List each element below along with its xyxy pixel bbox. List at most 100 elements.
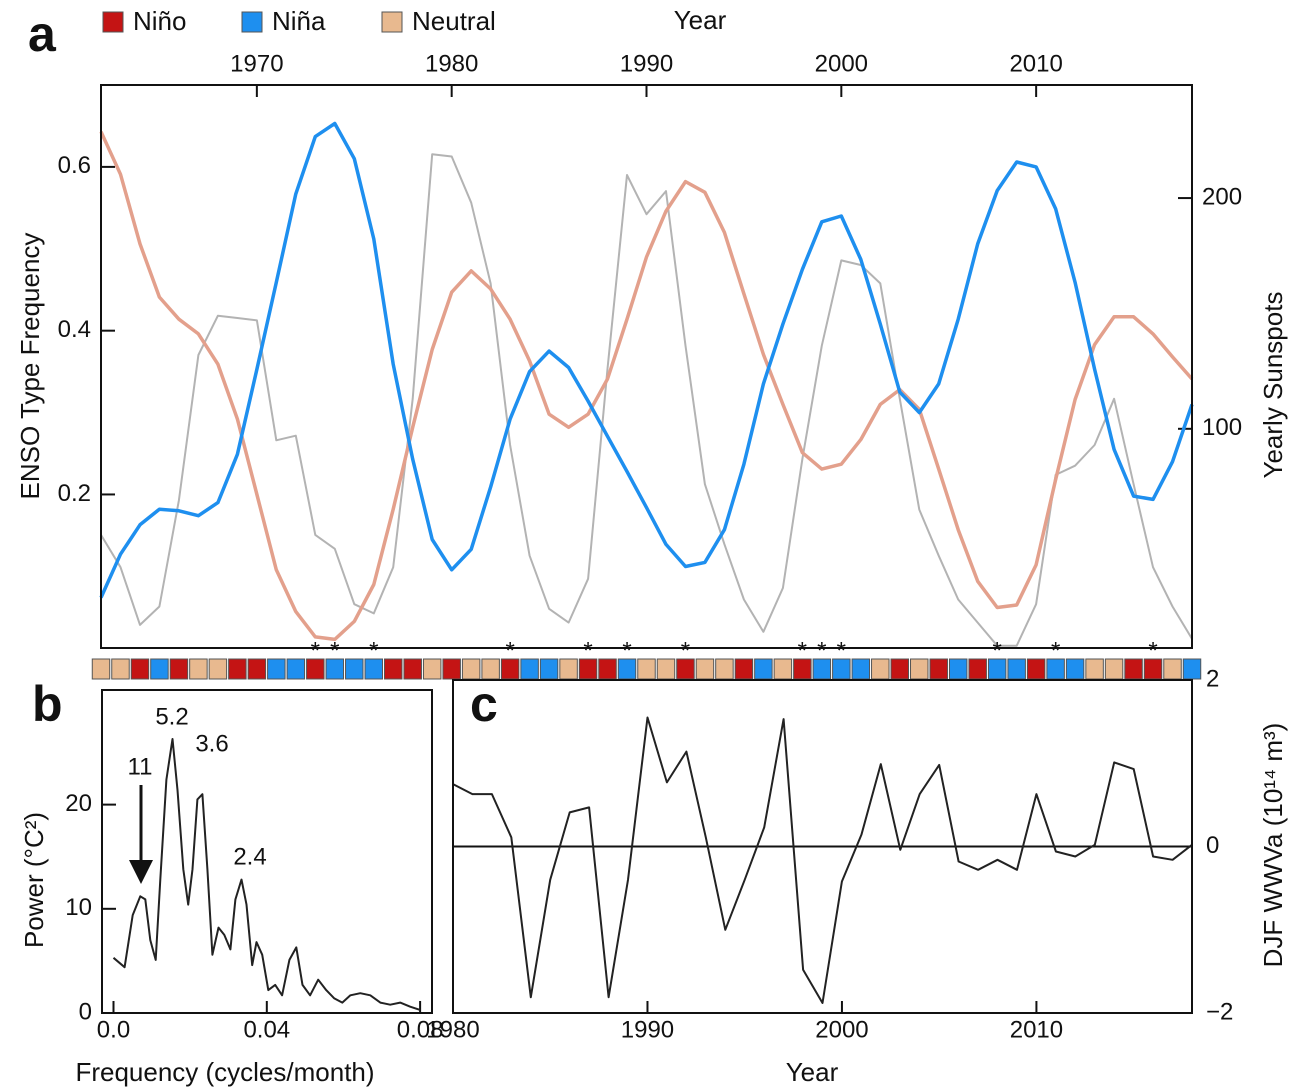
y-tick-label: 10	[65, 894, 92, 921]
legend-label: Niña	[272, 6, 326, 36]
enso-type-box	[130, 658, 150, 680]
enso-type-box	[169, 658, 189, 680]
y-tick-label: 2	[1206, 665, 1219, 692]
asterisk: *	[837, 637, 846, 664]
y-axis-label: DJF WWVa (10¹⁴ m³)	[1258, 723, 1288, 968]
x-tick-label: 2010	[1010, 1016, 1063, 1043]
plot-frame	[100, 84, 1193, 649]
plot-frame	[101, 689, 433, 1014]
enso-type-box	[968, 658, 987, 680]
x-tick-label: 1970	[230, 50, 283, 77]
x-tick-label: 2000	[815, 50, 868, 77]
plot-frame	[452, 679, 1193, 1014]
y-tick-label: 0.6	[58, 152, 91, 179]
enso-type-box	[403, 658, 422, 680]
x-tick-label: 2010	[1009, 50, 1062, 77]
enso-type-box	[325, 658, 345, 680]
enso-type-box	[228, 658, 247, 680]
data-line	[99, 121, 1194, 599]
legend-swatch	[381, 11, 403, 33]
data-line	[100, 153, 1193, 647]
asterisk: *	[330, 637, 339, 664]
x-tick-label: 2000	[815, 1016, 868, 1043]
enso-type-box	[520, 658, 539, 680]
data-line	[112, 738, 421, 1011]
x-axis-label: Year	[786, 1057, 839, 1087]
legend-swatch	[102, 11, 124, 33]
y-tick-label: 0	[1206, 832, 1219, 859]
enso-type-box	[871, 658, 890, 680]
y-tick-label: 20	[65, 790, 92, 817]
enso-type-box	[481, 658, 500, 680]
panel-letter: b	[32, 676, 63, 732]
legend-label: Niño	[133, 6, 186, 36]
data-line	[452, 716, 1193, 1004]
enso-type-box	[1007, 658, 1026, 680]
data-line	[99, 130, 1194, 642]
enso-type-box	[929, 658, 948, 680]
x-tick-label: 1980	[426, 1016, 479, 1043]
x-axis-label: Frequency (cycles/month)	[75, 1057, 374, 1087]
panel-letter: c	[470, 676, 498, 732]
enso-type-box	[637, 658, 656, 680]
enso-type-box	[111, 658, 130, 680]
enso-type-box	[442, 658, 461, 680]
asterisk: *	[311, 637, 320, 664]
x-tick-label: 1990	[621, 1016, 674, 1043]
y-tick-label: 0.2	[58, 480, 91, 507]
legend-label: Neutral	[412, 6, 496, 36]
enso-type-box	[422, 658, 442, 680]
enso-type-box	[383, 658, 403, 680]
legend-swatch	[241, 11, 263, 33]
enso-type-box	[267, 658, 286, 680]
y-axis-label: ENSO Type Frequency	[15, 233, 45, 500]
enso-type-box	[559, 658, 578, 680]
enso-type-box	[208, 658, 228, 680]
enso-type-box	[695, 658, 715, 680]
x-tick-label: 0.08	[397, 1016, 444, 1043]
enso-type-box	[948, 658, 968, 680]
enso-type-box	[91, 658, 111, 680]
enso-type-box	[715, 658, 734, 680]
panel-letter: a	[28, 6, 57, 62]
annotation: 11	[128, 753, 153, 780]
enso-type-box	[461, 658, 481, 680]
enso-type-box	[773, 658, 793, 680]
asterisk: *	[505, 637, 514, 664]
enso-type-box	[189, 658, 208, 680]
annotation: 2.4	[233, 843, 266, 870]
enso-type-box	[539, 658, 559, 680]
enso-type-box	[1182, 658, 1202, 680]
asterisk: *	[817, 637, 826, 664]
y2-tick-label: 200	[1202, 183, 1242, 210]
y2-axis-label: Yearly Sunspots	[1258, 292, 1288, 479]
enso-type-box	[150, 658, 169, 680]
annotation: 3.6	[195, 730, 228, 757]
annotation: 5.2	[155, 703, 188, 730]
asterisk: *	[1148, 637, 1157, 664]
x-tick-label: 1990	[620, 50, 673, 77]
enso-type-box	[1065, 658, 1085, 680]
asterisk: *	[369, 637, 378, 664]
enso-type-box	[1085, 658, 1104, 680]
y-tick-label: 0.4	[58, 316, 91, 343]
asterisk: *	[681, 637, 690, 664]
enso-type-box	[364, 658, 383, 680]
enso-type-box	[851, 658, 871, 680]
y-tick-label: 0	[79, 998, 92, 1025]
y-axis-label: Power (°C²)	[19, 812, 49, 948]
enso-type-box	[247, 658, 267, 680]
asterisk: *	[622, 637, 631, 664]
enso-type-box	[656, 658, 676, 680]
enso-type-box	[734, 658, 754, 680]
asterisk: *	[583, 637, 592, 664]
x-axis-label: Year	[674, 5, 727, 35]
enso-type-box	[910, 658, 929, 680]
enso-type-box	[1104, 658, 1124, 680]
enso-type-box	[306, 658, 325, 680]
enso-type-box	[598, 658, 617, 680]
enso-type-box	[1163, 658, 1182, 680]
enso-type-box	[1026, 658, 1046, 680]
